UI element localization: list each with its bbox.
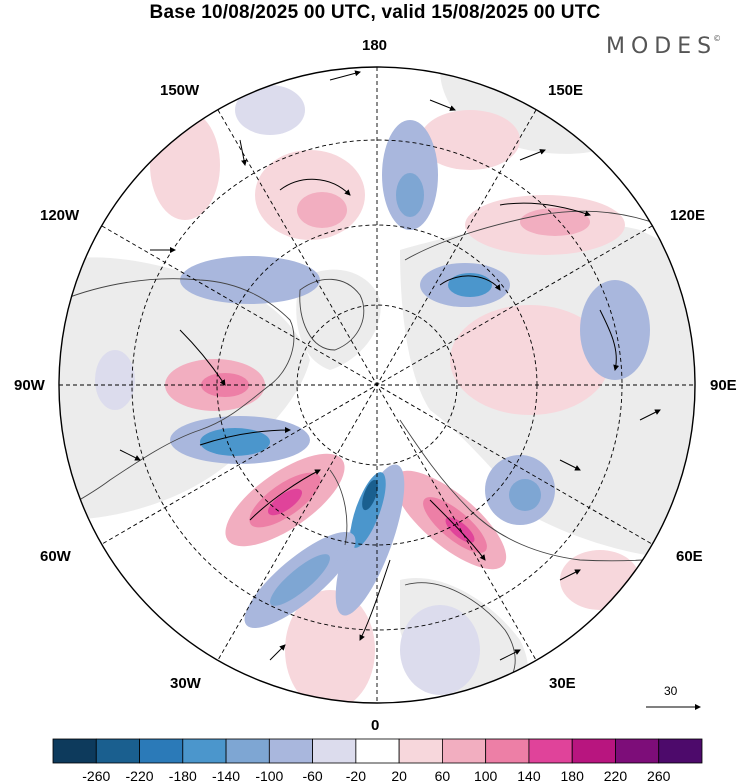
wind-vector xyxy=(599,309,620,371)
colorbar-swatch xyxy=(182,738,227,764)
anomaly-patch xyxy=(200,428,270,456)
colorbar-swatch xyxy=(571,738,616,764)
anomaly-patch xyxy=(362,479,378,511)
colorbar-tick-label: -100 xyxy=(255,768,284,784)
wind-vector xyxy=(499,649,521,661)
anomaly-patch xyxy=(509,479,541,511)
colorbar-tick-label: -60 xyxy=(302,768,323,784)
anomaly-patch xyxy=(180,256,320,304)
wind-vector xyxy=(359,559,391,641)
colorbar-swatch xyxy=(528,738,573,764)
colorbar-swatch xyxy=(485,738,530,764)
wind-vector xyxy=(329,70,361,81)
colorbar-swatch xyxy=(312,738,357,764)
colorbar-swatch xyxy=(355,738,400,764)
label-150e: 150E xyxy=(548,82,584,99)
label-120w: 120W xyxy=(40,207,80,224)
graticule xyxy=(59,67,695,703)
colorbar-tick-label: -180 xyxy=(168,768,197,784)
colorbar-swatch xyxy=(139,738,184,764)
colorbar-tick-label: 180 xyxy=(560,768,584,784)
wind-vector xyxy=(269,644,286,661)
anomaly-patch xyxy=(95,350,135,410)
label-150w: 150W xyxy=(160,82,200,99)
coastline xyxy=(299,278,365,351)
meridian xyxy=(101,225,653,545)
anomaly-patch xyxy=(520,208,590,236)
brand-text: MODES xyxy=(606,34,718,59)
colorbar-swatch xyxy=(658,738,703,764)
colorbar-swatch xyxy=(441,738,487,764)
colorbar-swatch xyxy=(95,738,140,764)
copyright-mark: © xyxy=(713,34,722,43)
colorbar-tick-label: 260 xyxy=(647,768,671,784)
coastline xyxy=(399,419,695,562)
coastline xyxy=(61,278,295,511)
wind-vectors xyxy=(119,70,661,661)
reference-vector-value: 30 xyxy=(664,684,678,698)
wind-vector xyxy=(429,499,486,561)
label-60e: 60E xyxy=(676,548,703,565)
wind-vector xyxy=(119,449,141,461)
coastline xyxy=(329,469,348,546)
wind-vector xyxy=(429,99,456,111)
label-120e: 120E xyxy=(670,207,706,224)
map-disk xyxy=(59,67,695,703)
colorbar-tick-label: -220 xyxy=(125,768,154,784)
anomaly-patch xyxy=(267,488,303,516)
anomaly-patch xyxy=(335,464,405,616)
anomaly-patch xyxy=(297,192,347,228)
colorbar-swatch xyxy=(615,738,660,764)
colorbar-tick-label: 220 xyxy=(603,768,628,784)
colorbar-swatch xyxy=(52,738,97,764)
anomaly-patch xyxy=(400,605,480,695)
wind-vector xyxy=(239,139,247,166)
wind-vector xyxy=(439,275,501,291)
colorbar-tick-label: 20 xyxy=(391,768,407,784)
coastlines xyxy=(61,210,695,701)
wind-vector xyxy=(199,427,291,446)
anomaly-patch xyxy=(235,85,305,135)
label-0: 0 xyxy=(371,717,380,734)
wind-vector xyxy=(559,459,581,471)
anomaly-patch xyxy=(580,280,650,380)
map-border xyxy=(58,66,696,704)
coastline xyxy=(404,210,661,261)
label-180: 180 xyxy=(362,37,388,54)
anomaly-patch xyxy=(150,110,220,220)
latitude-circle xyxy=(296,304,458,466)
anomaly-patch xyxy=(450,305,610,415)
wind-vector xyxy=(639,409,661,421)
label-30w: 30W xyxy=(170,675,201,692)
wind-vector xyxy=(559,569,581,581)
label-60w: 60W xyxy=(40,548,71,565)
colorbar-tick-label: 60 xyxy=(434,768,451,784)
wind-vector xyxy=(499,202,591,217)
wind-vector xyxy=(279,178,351,196)
label-90w: 90W xyxy=(14,377,45,394)
wind-vector xyxy=(179,329,226,386)
anomaly-patch xyxy=(270,554,330,606)
colorbar-tick-label: -20 xyxy=(345,768,366,784)
anomaly-patch xyxy=(396,173,424,217)
anomaly-patch xyxy=(420,110,520,170)
modes-logo: MODES© xyxy=(606,34,721,59)
colorbar-swatch xyxy=(268,738,314,764)
colorbar-tick-label: 140 xyxy=(517,768,541,784)
anomaly-patch xyxy=(448,273,492,297)
colorbar-tick-label: 100 xyxy=(473,768,498,784)
map-title: Base 10/08/2025 00 UTC, valid 15/08/2025… xyxy=(149,2,601,23)
label-30e: 30E xyxy=(549,675,576,692)
colorbar-swatch xyxy=(225,738,270,764)
wind-vector xyxy=(519,149,546,161)
colorbar-tick-label: -260 xyxy=(82,768,111,784)
colorbar xyxy=(52,738,703,764)
label-90e: 90E xyxy=(710,377,737,394)
colorbar-swatch xyxy=(398,738,443,764)
colorbar-tick-label: -140 xyxy=(212,768,241,784)
wind-vector xyxy=(249,469,321,521)
